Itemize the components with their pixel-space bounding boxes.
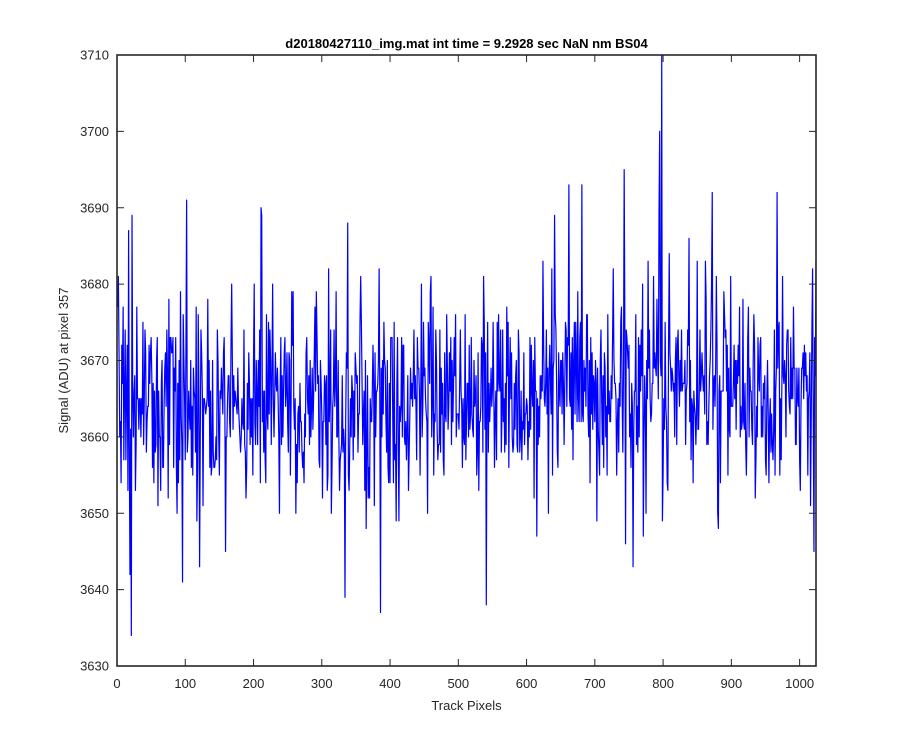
plot-area bbox=[117, 55, 816, 666]
x-tick-label: 700 bbox=[584, 676, 606, 691]
y-tick-label: 3650 bbox=[80, 506, 109, 521]
x-tick-label: 1000 bbox=[785, 676, 814, 691]
x-tick-label: 900 bbox=[721, 676, 743, 691]
x-tick-label: 800 bbox=[652, 676, 674, 691]
y-tick-label: 3690 bbox=[80, 200, 109, 215]
x-tick-label: 200 bbox=[243, 676, 265, 691]
x-tick-label: 600 bbox=[516, 676, 538, 691]
y-tick-label: 3630 bbox=[80, 659, 109, 674]
y-tick-label: 3700 bbox=[80, 124, 109, 139]
x-tick-label: 100 bbox=[174, 676, 196, 691]
x-tick-label: 500 bbox=[447, 676, 469, 691]
chart-title: d20180427110_img.mat int time = 9.2928 s… bbox=[285, 36, 648, 51]
axes-layer: 0 100 200 300 400 500 600 700 800 900 1000 3630 3640… bbox=[80, 48, 817, 691]
y-tick-label: 3660 bbox=[80, 429, 109, 444]
y-tick-label: 3680 bbox=[80, 277, 109, 292]
x-axis-label: Track Pixels bbox=[431, 698, 502, 713]
y-tick-label: 3640 bbox=[80, 582, 109, 597]
y-tick-label: 3710 bbox=[80, 48, 109, 63]
x-tick-label: 300 bbox=[311, 676, 333, 691]
x-tick-label: 0 bbox=[113, 676, 120, 691]
y-tick-label: 3670 bbox=[80, 353, 109, 368]
x-tick-label: 400 bbox=[379, 676, 401, 691]
series-layer bbox=[117, 55, 816, 637]
y-axis-label: Signal (ADU) at pixel 357 bbox=[56, 288, 71, 434]
series-line bbox=[117, 55, 816, 637]
